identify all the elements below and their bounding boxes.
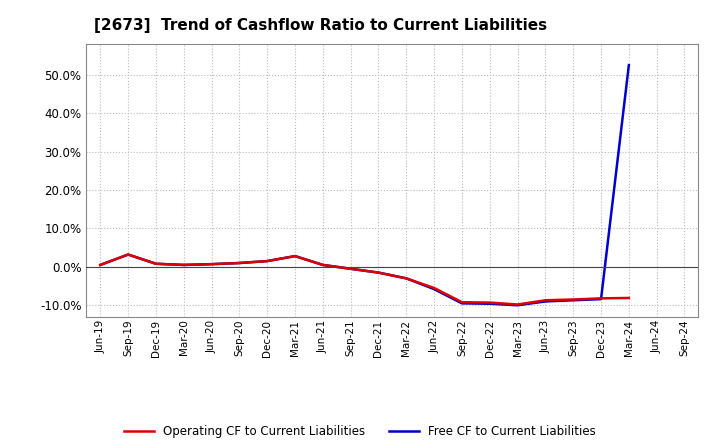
Operating CF to Current Liabilities — [263, 258, 271, 264]
Free CF to Current Liabilities — [291, 253, 300, 259]
Operating CF to Current Liabilities — [235, 260, 243, 266]
Free CF to Current Liabilities — [318, 262, 327, 268]
Operating CF to Current Liabilities — [152, 261, 161, 266]
Free CF to Current Liabilities — [485, 301, 494, 306]
Operating CF to Current Liabilities — [402, 276, 410, 281]
Text: [2673]  Trend of Cashflow Ratio to Current Liabilities: [2673] Trend of Cashflow Ratio to Curren… — [94, 18, 546, 33]
Operating CF to Current Liabilities — [374, 270, 383, 275]
Free CF to Current Liabilities — [346, 266, 355, 271]
Free CF to Current Liabilities — [96, 262, 104, 268]
Operating CF to Current Liabilities — [430, 286, 438, 291]
Operating CF to Current Liabilities — [541, 297, 550, 303]
Free CF to Current Liabilities — [207, 261, 216, 267]
Operating CF to Current Liabilities — [513, 302, 522, 307]
Operating CF to Current Liabilities — [179, 262, 188, 268]
Line: Free CF to Current Liabilities: Free CF to Current Liabilities — [100, 65, 629, 305]
Operating CF to Current Liabilities — [569, 297, 577, 302]
Operating CF to Current Liabilities — [207, 261, 216, 267]
Free CF to Current Liabilities — [569, 297, 577, 303]
Operating CF to Current Liabilities — [485, 300, 494, 305]
Operating CF to Current Liabilities — [291, 253, 300, 259]
Operating CF to Current Liabilities — [346, 266, 355, 271]
Free CF to Current Liabilities — [124, 252, 132, 257]
Free CF to Current Liabilities — [235, 260, 243, 266]
Line: Operating CF to Current Liabilities: Operating CF to Current Liabilities — [100, 255, 629, 304]
Free CF to Current Liabilities — [624, 62, 633, 68]
Free CF to Current Liabilities — [513, 303, 522, 308]
Free CF to Current Liabilities — [430, 286, 438, 292]
Free CF to Current Liabilities — [402, 276, 410, 281]
Free CF to Current Liabilities — [374, 270, 383, 275]
Free CF to Current Liabilities — [597, 297, 606, 302]
Operating CF to Current Liabilities — [597, 296, 606, 301]
Free CF to Current Liabilities — [541, 299, 550, 304]
Legend: Operating CF to Current Liabilities, Free CF to Current Liabilities: Operating CF to Current Liabilities, Fre… — [120, 421, 600, 440]
Free CF to Current Liabilities — [263, 258, 271, 264]
Operating CF to Current Liabilities — [318, 262, 327, 268]
Free CF to Current Liabilities — [458, 301, 467, 306]
Operating CF to Current Liabilities — [96, 262, 104, 268]
Free CF to Current Liabilities — [179, 262, 188, 268]
Operating CF to Current Liabilities — [624, 295, 633, 301]
Operating CF to Current Liabilities — [458, 300, 467, 305]
Operating CF to Current Liabilities — [124, 252, 132, 257]
Free CF to Current Liabilities — [152, 261, 161, 266]
